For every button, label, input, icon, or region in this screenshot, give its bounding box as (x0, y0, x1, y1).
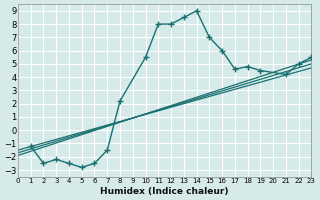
X-axis label: Humidex (Indice chaleur): Humidex (Indice chaleur) (100, 187, 229, 196)
